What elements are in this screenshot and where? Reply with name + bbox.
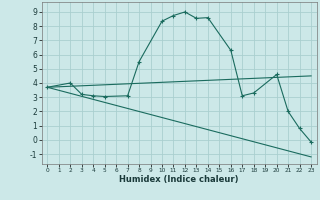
X-axis label: Humidex (Indice chaleur): Humidex (Indice chaleur)	[119, 175, 239, 184]
